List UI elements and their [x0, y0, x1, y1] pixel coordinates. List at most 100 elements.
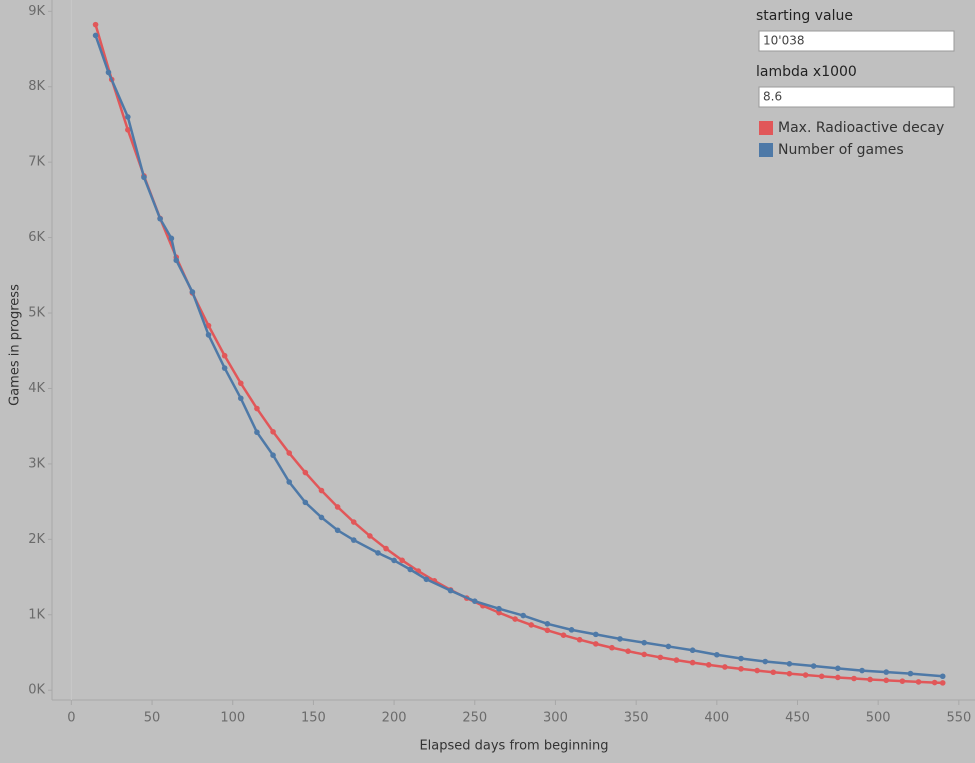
data-point — [617, 636, 623, 642]
data-point — [302, 469, 309, 476]
data-point — [423, 576, 430, 583]
data-point — [157, 215, 163, 222]
data-point — [318, 514, 325, 521]
legend-swatch[interactable] — [759, 121, 773, 135]
data-point — [625, 648, 631, 654]
data-point — [496, 609, 502, 616]
data-point — [762, 658, 769, 665]
data-point — [770, 669, 777, 676]
y-axis-title: Games in progress — [8, 284, 23, 406]
data-point — [818, 673, 825, 680]
data-point — [375, 550, 381, 556]
legend-label[interactable]: Max. Radioactive decay — [778, 120, 944, 136]
data-point — [367, 533, 373, 539]
data-point — [689, 659, 696, 666]
data-point — [221, 365, 228, 371]
data-point — [568, 627, 575, 633]
data-point — [173, 257, 180, 264]
data-point — [738, 655, 744, 662]
data-point — [802, 672, 809, 678]
data-point — [92, 32, 99, 39]
control-value[interactable]: 10'038 — [763, 34, 804, 48]
data-point — [318, 487, 325, 494]
data-point — [939, 680, 946, 686]
y-tick-label: 4K — [28, 381, 45, 396]
data-point — [673, 657, 680, 663]
data-point — [520, 612, 526, 619]
data-point — [714, 651, 720, 658]
data-point — [391, 557, 397, 564]
data-point — [899, 678, 906, 684]
data-point — [471, 598, 478, 604]
data-point — [334, 527, 341, 534]
data-point — [592, 641, 599, 647]
data-point — [754, 667, 760, 674]
data-point — [641, 651, 648, 658]
data-point — [189, 289, 196, 295]
data-point — [705, 662, 712, 668]
data-point — [254, 429, 260, 436]
data-point — [286, 479, 293, 485]
data-point — [907, 670, 914, 677]
data-point — [851, 675, 857, 682]
data-point — [350, 519, 357, 525]
x-tick-label: 0 — [67, 711, 75, 726]
control-value[interactable]: 8.6 — [763, 90, 782, 104]
x-tick-label: 300 — [543, 711, 568, 726]
data-point — [883, 669, 890, 675]
data-point — [786, 660, 793, 667]
data-point — [883, 677, 890, 684]
x-tick-label: 150 — [301, 711, 326, 726]
x-tick-label: 550 — [946, 711, 971, 726]
data-point — [334, 504, 341, 510]
data-point — [867, 676, 873, 683]
legend-label[interactable]: Number of games — [778, 142, 904, 158]
control-input[interactable] — [758, 86, 955, 108]
x-tick-label: 100 — [220, 711, 245, 726]
data-point — [931, 679, 938, 686]
control-label: lambda x1000 — [756, 64, 857, 80]
data-point — [447, 587, 454, 594]
data-point — [399, 557, 405, 564]
data-point — [665, 643, 672, 650]
y-tick-label: 7K — [28, 155, 45, 170]
data-point — [738, 666, 744, 672]
data-point — [302, 499, 309, 506]
y-tick-label: 9K — [28, 4, 45, 19]
data-point — [237, 380, 244, 387]
x-tick-label: 500 — [866, 711, 891, 726]
x-axis-title: Elapsed days from beginning — [419, 739, 608, 754]
data-point — [786, 670, 793, 677]
x-tick-label: 450 — [785, 711, 810, 726]
x-tick-label: 50 — [144, 711, 161, 726]
data-point — [205, 332, 212, 338]
data-point — [125, 127, 131, 133]
y-tick-label: 1K — [28, 607, 45, 622]
y-tick-label: 3K — [28, 456, 45, 471]
control-label: starting value — [756, 8, 853, 24]
data-point — [560, 632, 567, 639]
data-point — [105, 69, 112, 76]
data-point — [576, 636, 583, 643]
data-point — [270, 428, 276, 435]
data-point — [859, 667, 865, 674]
data-point — [641, 639, 648, 646]
y-tick-label: 0K — [28, 683, 45, 698]
control-input[interactable] — [758, 30, 955, 52]
y-tick-label: 8K — [28, 79, 45, 94]
data-point — [544, 621, 551, 627]
y-tick-label: 5K — [28, 306, 45, 321]
data-point — [168, 235, 175, 242]
data-point — [125, 114, 131, 120]
legend-swatch[interactable] — [759, 143, 773, 157]
data-point — [254, 405, 260, 412]
data-point — [810, 663, 817, 669]
data-point — [835, 665, 841, 672]
y-tick-label: 2K — [28, 532, 45, 547]
data-point — [915, 679, 922, 685]
data-point — [657, 654, 664, 661]
data-point — [205, 322, 212, 329]
data-point — [835, 674, 841, 681]
